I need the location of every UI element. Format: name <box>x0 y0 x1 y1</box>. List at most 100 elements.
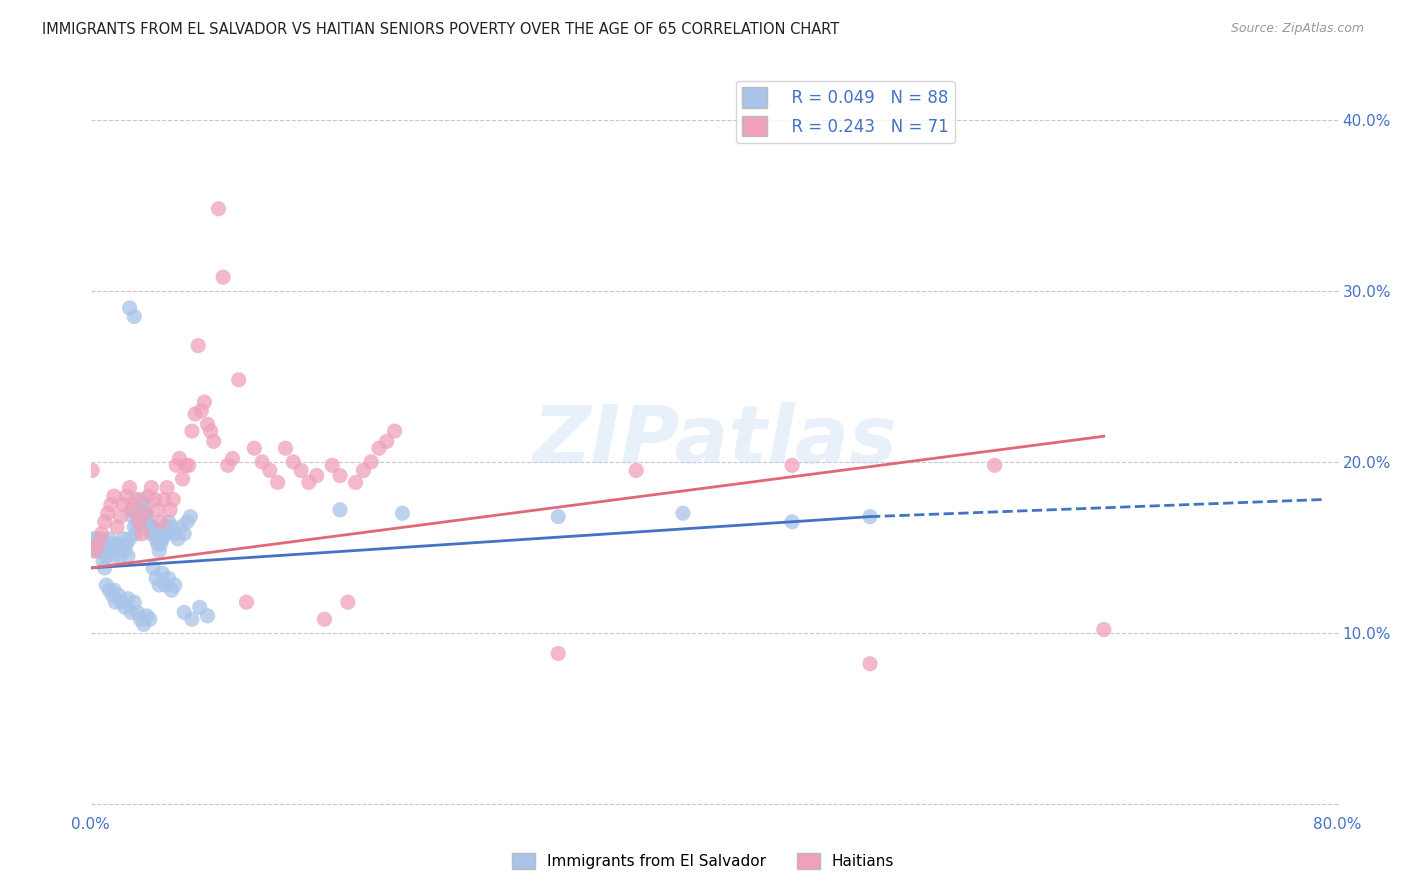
Point <box>127 606 149 620</box>
Point <box>156 526 179 541</box>
Point <box>127 515 149 529</box>
Point <box>375 434 398 449</box>
Point <box>179 509 201 524</box>
Point <box>159 503 181 517</box>
Point <box>105 520 128 534</box>
Point <box>142 561 165 575</box>
Point <box>360 455 382 469</box>
Point <box>298 475 321 490</box>
Point <box>148 578 170 592</box>
Point <box>145 571 167 585</box>
Point <box>104 541 127 555</box>
Point <box>139 520 162 534</box>
Point <box>84 541 107 555</box>
Point <box>163 578 186 592</box>
Point <box>97 506 120 520</box>
Point <box>235 595 257 609</box>
Point <box>181 612 204 626</box>
Point <box>1092 623 1115 637</box>
Point <box>142 520 165 534</box>
Point <box>329 468 352 483</box>
Text: ZIPatlas: ZIPatlas <box>531 401 897 480</box>
Point <box>87 537 110 551</box>
Point <box>134 506 156 520</box>
Point <box>266 475 288 490</box>
Point <box>160 520 183 534</box>
Point <box>221 451 243 466</box>
Point <box>115 489 138 503</box>
Point <box>90 526 112 541</box>
Point <box>117 549 139 563</box>
Point <box>111 595 134 609</box>
Point <box>129 492 152 507</box>
Text: Source: ZipAtlas.com: Source: ZipAtlas.com <box>1230 22 1364 36</box>
Point <box>104 595 127 609</box>
Point <box>128 515 150 529</box>
Point <box>121 509 143 524</box>
Point <box>112 532 135 546</box>
Point <box>153 492 176 507</box>
Point <box>368 441 391 455</box>
Point <box>150 532 173 546</box>
Point <box>139 612 162 626</box>
Point <box>983 458 1005 473</box>
Point <box>181 424 204 438</box>
Point <box>118 532 141 546</box>
Point <box>217 458 239 473</box>
Legend: Immigrants from El Salvador, Haitians: Immigrants from El Salvador, Haitians <box>506 847 900 875</box>
Point <box>132 617 155 632</box>
Point <box>122 595 145 609</box>
Point <box>176 515 198 529</box>
Point <box>187 338 209 352</box>
Point <box>89 544 111 558</box>
Point <box>103 583 125 598</box>
Point <box>110 549 132 563</box>
Point <box>207 202 229 216</box>
Point <box>321 458 343 473</box>
Point <box>149 515 172 529</box>
Point <box>100 498 122 512</box>
Point <box>117 591 139 606</box>
Point <box>146 537 169 551</box>
Point <box>155 578 177 592</box>
Point <box>145 532 167 546</box>
Point <box>173 606 195 620</box>
Point <box>111 541 134 555</box>
Point <box>169 451 191 466</box>
Point <box>129 612 152 626</box>
Point <box>259 463 281 477</box>
Point <box>101 588 124 602</box>
Point <box>547 647 569 661</box>
Point <box>132 506 155 520</box>
Legend:   R = 0.049   N = 88,   R = 0.243   N = 71: R = 0.049 N = 88, R = 0.243 N = 71 <box>735 80 955 143</box>
Point <box>160 583 183 598</box>
Point <box>82 532 104 546</box>
Point <box>120 503 142 517</box>
Point <box>93 515 115 529</box>
Point <box>197 417 219 432</box>
Point <box>100 544 122 558</box>
Point <box>97 541 120 555</box>
Point <box>122 520 145 534</box>
Point <box>118 481 141 495</box>
Point <box>305 468 328 483</box>
Point <box>103 489 125 503</box>
Point <box>163 526 186 541</box>
Point <box>122 310 145 324</box>
Point <box>134 503 156 517</box>
Point <box>228 373 250 387</box>
Point <box>167 532 190 546</box>
Point <box>329 503 352 517</box>
Point <box>202 434 225 449</box>
Point <box>243 441 266 455</box>
Point <box>165 458 187 473</box>
Point <box>150 566 173 580</box>
Point <box>82 463 104 477</box>
Point <box>84 544 107 558</box>
Point <box>547 509 569 524</box>
Point <box>672 506 695 520</box>
Point <box>96 578 118 592</box>
Point <box>101 537 124 551</box>
Point <box>125 492 148 507</box>
Point <box>107 537 129 551</box>
